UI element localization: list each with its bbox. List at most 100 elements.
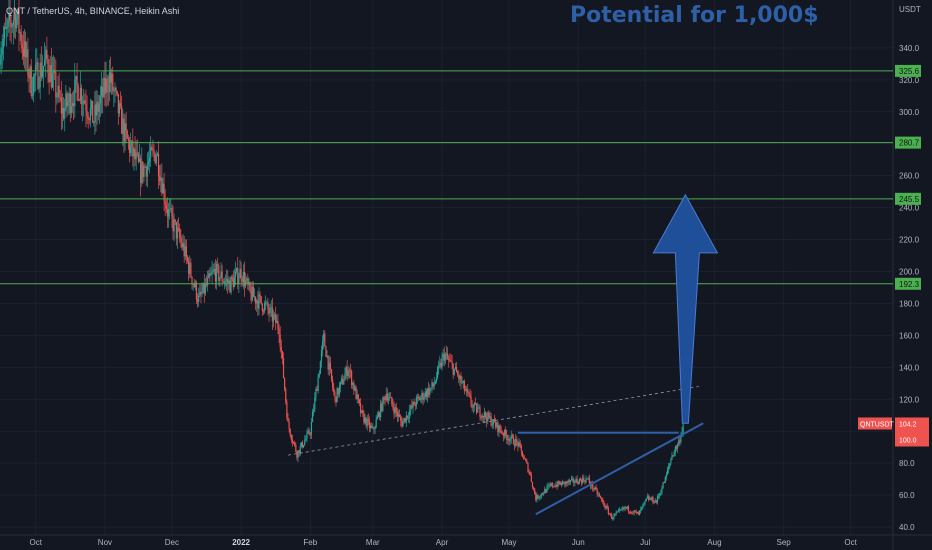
- candle-body: [666, 469, 669, 475]
- candle-body: [166, 209, 169, 217]
- candle-body: [483, 412, 486, 418]
- candle-body: [621, 509, 623, 511]
- candle-body: [103, 77, 105, 97]
- candle-body: [505, 429, 507, 435]
- candle-body: [367, 418, 369, 421]
- candle-body: [676, 444, 679, 449]
- candle-body: [541, 493, 544, 495]
- candle-body: [303, 445, 305, 448]
- symbol-label: QNTUSDT: [860, 421, 895, 428]
- candle-body: [233, 276, 236, 288]
- candle-body: [545, 489, 547, 493]
- secondary-price-label: 100.0: [899, 437, 917, 444]
- candle-body: [155, 155, 157, 164]
- candle-body: [182, 243, 184, 248]
- candle-body: [42, 65, 45, 72]
- candle-body: [36, 62, 38, 65]
- candle-body: [213, 268, 215, 271]
- candle-body: [556, 484, 558, 487]
- candle-body: [338, 386, 340, 395]
- candle-body: [100, 86, 103, 97]
- candle-body: [58, 85, 60, 98]
- candle-body: [280, 346, 282, 352]
- candle-body: [0, 64, 1, 65]
- candle-body: [447, 353, 449, 359]
- candle-body: [551, 483, 554, 487]
- candle-body: [252, 286, 254, 297]
- candle-body: [61, 107, 64, 114]
- candle-body: [554, 486, 556, 488]
- level-label: 280.7: [899, 139, 920, 148]
- candle-body: [614, 514, 616, 516]
- candle-body: [377, 412, 380, 417]
- candle-body: [352, 382, 354, 385]
- x-tick-label: Oct: [29, 538, 42, 547]
- candle-body: [57, 85, 59, 97]
- candle-body: [661, 488, 663, 493]
- candle-body: [228, 280, 230, 284]
- candle-body: [221, 271, 223, 282]
- candle-body: [548, 485, 550, 486]
- candle-body: [115, 88, 117, 91]
- candle-body: [23, 41, 26, 57]
- candle-body: [172, 216, 174, 232]
- candle-body: [484, 412, 487, 418]
- candle-body: [414, 405, 416, 406]
- chart-header: QNT / TetherUS, 4h, BINANCE, Heikin Ashi: [6, 6, 180, 16]
- candle-body: [86, 110, 88, 116]
- candle-body: [67, 102, 69, 107]
- candle-body: [52, 70, 55, 74]
- x-tick-label: Sep: [776, 538, 791, 547]
- candle-body: [620, 509, 622, 511]
- candle-body: [395, 407, 397, 412]
- candle-body: [308, 430, 310, 435]
- candle-body: [259, 294, 261, 297]
- candle-body: [511, 435, 513, 437]
- candle-body: [41, 71, 44, 77]
- candle-body: [433, 383, 435, 387]
- candle-body: [633, 510, 635, 513]
- candle-body: [524, 458, 526, 460]
- candle-body: [224, 280, 227, 283]
- candle-body: [673, 451, 675, 456]
- candle-body: [181, 241, 183, 248]
- candle-body: [44, 59, 46, 66]
- candle-body: [383, 397, 385, 399]
- candle-body: [68, 93, 70, 103]
- candle-body: [428, 388, 430, 395]
- candle-body: [472, 406, 474, 408]
- candle-body: [55, 72, 57, 98]
- candle-body: [210, 274, 212, 276]
- y-tick-label: 220.0: [899, 236, 920, 245]
- candle-body: [365, 417, 367, 426]
- candle-body: [143, 166, 145, 178]
- candle-body: [458, 374, 460, 380]
- candle-body: [201, 292, 203, 294]
- candle-body: [184, 246, 186, 257]
- y-tick-label: 300.0: [899, 108, 920, 117]
- candle-body: [436, 367, 439, 378]
- candle-body: [440, 362, 442, 368]
- candle-body: [251, 286, 253, 301]
- candle-body: [567, 480, 569, 484]
- candle-body: [386, 393, 388, 401]
- candle-body: [271, 307, 273, 322]
- candle-body: [471, 404, 473, 408]
- candle-body: [644, 500, 646, 503]
- candle-body: [491, 424, 493, 426]
- candle-body: [64, 108, 66, 119]
- candle-body: [583, 477, 585, 481]
- candle-body: [225, 279, 228, 281]
- candle-body: [126, 130, 128, 139]
- candle-body: [234, 271, 237, 277]
- candle-body: [420, 397, 422, 401]
- candle-body: [99, 96, 102, 105]
- candle-body: [609, 513, 612, 515]
- price-badge: [895, 417, 929, 447]
- candle-body: [137, 154, 140, 162]
- up-arrow: [652, 193, 719, 424]
- candle-body: [165, 204, 167, 210]
- candle-body: [346, 367, 348, 377]
- level-badge: [895, 136, 921, 149]
